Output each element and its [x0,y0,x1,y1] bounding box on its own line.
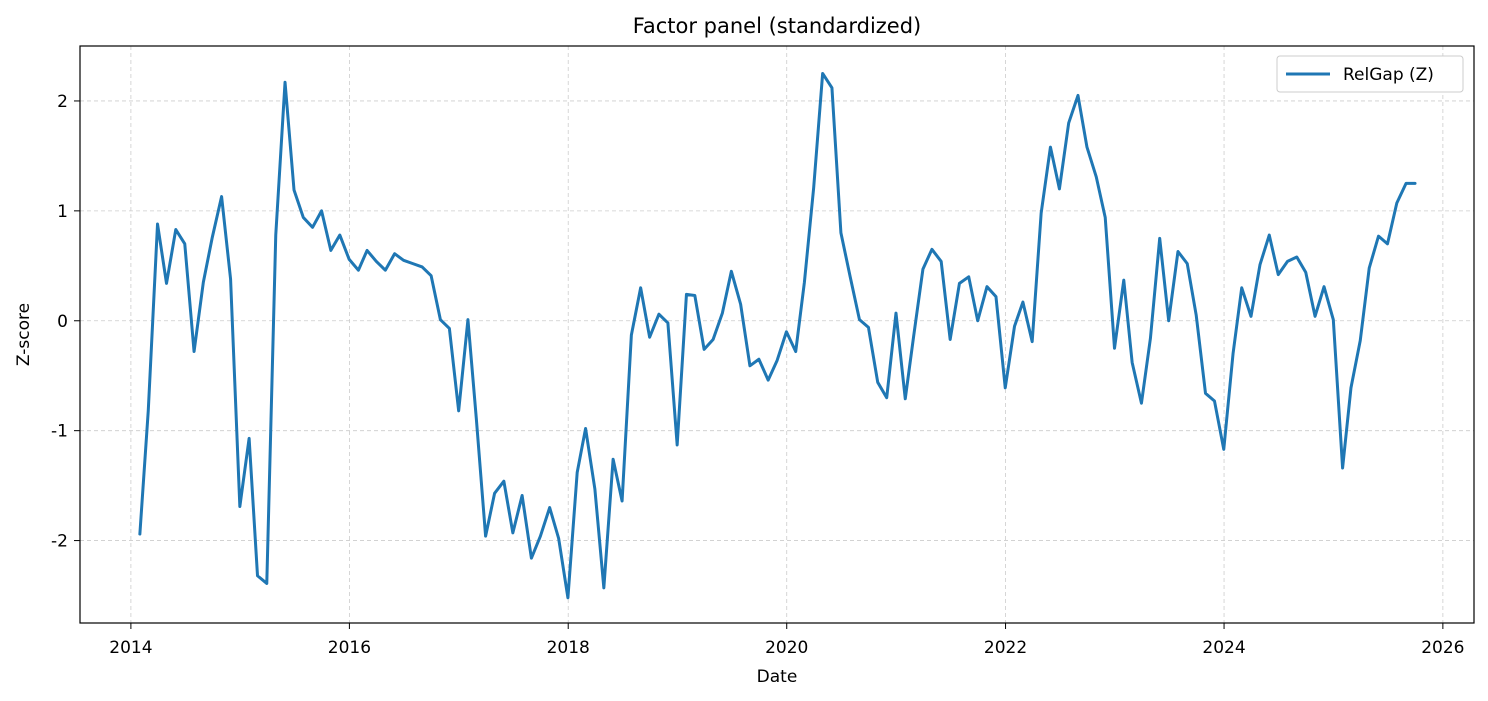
x-tick-label: 2022 [984,638,1027,658]
y-tick-label: -2 [51,532,68,552]
x-tick-label: 2020 [765,638,808,658]
x-tick-label: 2024 [1202,638,1245,658]
y-tick-label: 1 [57,202,68,222]
series-layer [138,71,1417,600]
x-tick-label: 2026 [1421,638,1464,658]
x-tick-label: 2014 [109,638,152,658]
y-axis-title: Z-score [14,303,34,366]
plot-frame [79,45,1475,624]
y-tick-label: 2 [57,92,68,112]
x-tick-label: 2016 [328,638,371,658]
y-tick-label: -1 [51,422,68,442]
x-tick-label: 2018 [547,638,590,658]
legend-box [1276,55,1464,93]
series-line [138,71,1417,600]
legend: RelGap (Z) [1276,55,1464,93]
x-axis-title: Date [757,667,798,687]
chart-title: Factor panel (standardized) [633,14,922,38]
legend-label: RelGap (Z) [1343,65,1434,85]
y-tick-label: 0 [57,312,68,332]
axis-ticks: 2014 2016 2018 2020 2022 2024 2026 -2 -1 0 1 2 [51,92,1464,658]
